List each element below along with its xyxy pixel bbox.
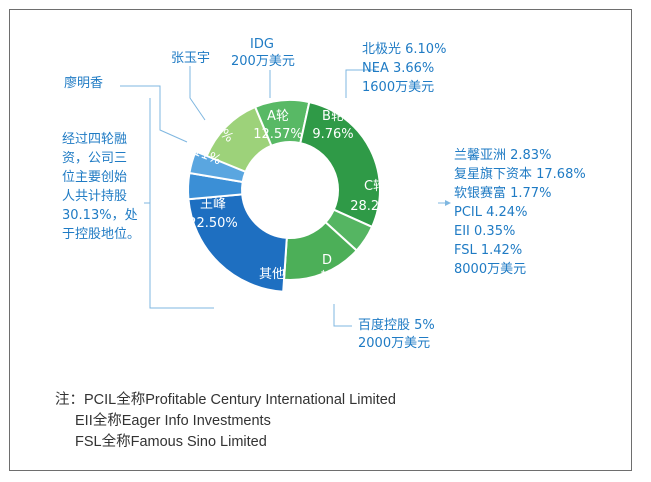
callout-b-round: 北极光 6.10% NEA 3.66% 1600万美元: [362, 42, 446, 95]
callout-b-round-line: 1600万美元: [362, 80, 434, 95]
callout-d-round-line: 2000万美元: [358, 336, 430, 351]
founders-note-line: 于控股地位。: [62, 227, 140, 242]
founders-note-line: 位主要创始: [62, 170, 127, 185]
segment-value-wang-feng: 22.50%: [188, 216, 238, 231]
footnote-pcil: 注：PCIL全称Profitable Century International…: [55, 390, 396, 408]
founders-note-line: 人共计持股: [62, 189, 127, 204]
liao-mingxiang-connector: [120, 85, 188, 143]
founders-note-line: 经过四轮融: [62, 132, 127, 147]
zhang-yuyu-connector: [189, 66, 206, 121]
segment-label-round-d-1: D: [322, 253, 332, 268]
callout-c-round-line: 8000万美元: [454, 262, 526, 277]
footnote-eii: EII全称Eager Info Investments: [75, 411, 271, 429]
donut-hole: [242, 142, 338, 238]
callout-c-round-line: 复星旗下资本 17.68%: [454, 166, 586, 182]
callout-liao-mingxiang: 廖明香: [64, 75, 103, 91]
segment-label-round-c: C轮: [364, 179, 386, 194]
segment-label-round-b: B轮: [322, 109, 344, 124]
segment-label-other: 其他: [259, 267, 285, 282]
segment-value-round-d: 5%: [321, 288, 342, 303]
founders-note: 经过四轮融 资，公司三 位主要创始 人共计持股 30.13%，处 于控股地位。: [62, 132, 140, 242]
founders-note-line: 资，公司三: [62, 151, 127, 166]
b-round-connector: [345, 69, 376, 98]
callout-zhang-yuyu: 张玉宇: [171, 51, 210, 66]
segment-label-round-a: A轮: [267, 109, 289, 124]
d-round-connector: [333, 304, 352, 327]
callout-c-round-line: 兰馨亚洲 2.83%: [454, 147, 551, 163]
footnote-fsl: FSL全称Famous Sino Limited: [75, 432, 267, 450]
callout-b-round-line: 北极光 6.10%: [362, 42, 446, 57]
founders-bracket: [149, 98, 214, 309]
callout-c-round-line: EII 0.35%: [454, 224, 515, 239]
segment-value-round-b: 9.76%: [312, 127, 353, 142]
callout-c-round: 兰馨亚洲 2.83% 复星旗下资本 17.68% 软银赛富 1.77% PCIL…: [454, 147, 586, 277]
segment-value-round-a: 12.57%: [253, 127, 303, 142]
callout-b-round-line: NEA 3.66%: [362, 61, 434, 76]
founders-note-line: 30.13%，处: [62, 208, 138, 223]
callout-c-round-line: 软银赛富 1.77%: [454, 185, 551, 201]
segment-label-round-d-2: 轮: [320, 270, 333, 285]
callout-c-round-line: FSL 1.42%: [454, 243, 522, 258]
callout-c-round-line: PCIL 4.24%: [454, 205, 527, 220]
callout-d-round-line: 百度控股 5%: [358, 317, 435, 333]
segment-label-wang-feng: 王峰: [200, 197, 226, 212]
callout-idg-line2: 200万美元: [231, 54, 295, 69]
callout-d-round: 百度控股 5% 2000万美元: [358, 317, 435, 351]
callout-idg-line1: IDG: [250, 37, 274, 52]
segment-value-round-c: 28.29%: [350, 199, 400, 214]
